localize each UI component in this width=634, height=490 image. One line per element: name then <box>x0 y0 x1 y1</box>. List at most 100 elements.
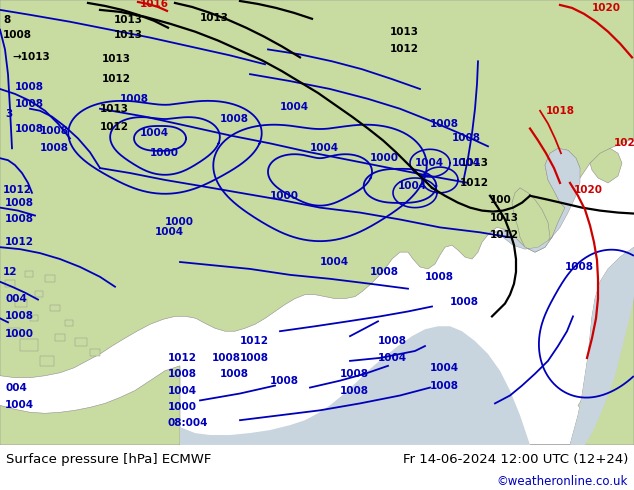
Polygon shape <box>5 280 15 287</box>
Text: 1008: 1008 <box>565 262 594 272</box>
Text: 1008: 1008 <box>340 369 369 379</box>
Polygon shape <box>35 291 43 296</box>
Text: 8: 8 <box>3 15 10 25</box>
Text: 1004: 1004 <box>378 353 407 363</box>
Text: 1004: 1004 <box>155 227 184 237</box>
Polygon shape <box>20 339 38 351</box>
Text: 1008: 1008 <box>168 369 197 379</box>
Polygon shape <box>8 328 20 336</box>
Text: 1000: 1000 <box>150 148 179 158</box>
Text: 1000: 1000 <box>165 218 194 227</box>
Text: 1018: 1018 <box>546 106 575 116</box>
Polygon shape <box>45 275 55 282</box>
Text: 1008: 1008 <box>452 133 481 144</box>
Text: 1008: 1008 <box>370 267 399 277</box>
Text: 1000: 1000 <box>270 191 299 201</box>
Text: 1004: 1004 <box>430 363 459 373</box>
Polygon shape <box>180 326 530 445</box>
Text: 1012: 1012 <box>5 237 34 247</box>
Polygon shape <box>512 188 550 252</box>
Polygon shape <box>490 148 580 252</box>
Polygon shape <box>65 320 73 326</box>
Text: 1004: 1004 <box>140 128 169 139</box>
Text: 1008: 1008 <box>378 336 407 346</box>
Text: 1008: 1008 <box>430 119 459 128</box>
Text: 1013: 1013 <box>102 54 131 64</box>
Text: 08:004: 08:004 <box>168 418 209 428</box>
Text: 1008: 1008 <box>425 272 454 282</box>
Text: 1008: 1008 <box>40 143 69 153</box>
Text: 1013: 1013 <box>114 29 143 40</box>
Text: 3: 3 <box>5 109 12 119</box>
Polygon shape <box>30 316 38 321</box>
Text: 004: 004 <box>5 383 27 392</box>
Text: 1013: 1013 <box>460 158 489 168</box>
Text: 1004: 1004 <box>310 143 339 153</box>
Polygon shape <box>55 334 65 341</box>
Text: 1004: 1004 <box>398 181 427 191</box>
Text: 1004: 1004 <box>280 102 309 112</box>
Text: 1008: 1008 <box>430 381 459 391</box>
Polygon shape <box>530 247 634 445</box>
Text: 1013: 1013 <box>114 15 143 25</box>
Text: 1012: 1012 <box>100 122 129 131</box>
Text: 1004: 1004 <box>168 386 197 395</box>
Polygon shape <box>0 0 634 378</box>
Polygon shape <box>590 148 622 183</box>
Text: 102: 102 <box>614 138 634 148</box>
Text: 1008: 1008 <box>270 376 299 386</box>
Polygon shape <box>40 356 54 366</box>
Polygon shape <box>25 271 33 277</box>
Text: 1012: 1012 <box>460 178 489 188</box>
Text: 1004: 1004 <box>415 158 444 168</box>
Text: 100: 100 <box>490 195 512 205</box>
Text: 1013: 1013 <box>200 13 229 23</box>
Text: 1013: 1013 <box>100 104 129 114</box>
Text: 1008: 1008 <box>3 29 32 40</box>
Text: 1013: 1013 <box>490 213 519 222</box>
Text: 1000: 1000 <box>370 153 399 163</box>
Text: 1012: 1012 <box>168 353 197 363</box>
Text: 1004: 1004 <box>5 400 34 410</box>
Polygon shape <box>530 247 634 445</box>
Text: 1008: 1008 <box>340 386 369 395</box>
Text: 1004: 1004 <box>452 158 481 168</box>
Text: 1008: 1008 <box>5 215 34 224</box>
Text: Surface pressure [hPa] ECMWF: Surface pressure [hPa] ECMWF <box>6 453 211 466</box>
Text: Fr 14-06-2024 12:00 UTC (12+24): Fr 14-06-2024 12:00 UTC (12+24) <box>403 453 628 466</box>
Polygon shape <box>50 304 60 312</box>
Text: 1020: 1020 <box>574 185 603 195</box>
Text: 1004: 1004 <box>320 257 349 267</box>
Text: 1008: 1008 <box>5 197 34 208</box>
Text: 1008: 1008 <box>120 94 149 104</box>
Text: 1008: 1008 <box>212 353 241 363</box>
Polygon shape <box>0 366 180 445</box>
Text: 1020: 1020 <box>592 3 621 13</box>
Text: 1008: 1008 <box>40 125 69 136</box>
Text: 1012: 1012 <box>490 230 519 240</box>
Text: 1008: 1008 <box>450 296 479 307</box>
Text: 1012: 1012 <box>3 185 32 195</box>
Text: 1000: 1000 <box>168 402 197 413</box>
Polygon shape <box>15 298 27 307</box>
Text: 1008: 1008 <box>5 311 34 321</box>
Text: 1008: 1008 <box>220 114 249 123</box>
Text: 004: 004 <box>5 294 27 304</box>
Text: 1000: 1000 <box>5 329 34 339</box>
Text: →1013: →1013 <box>12 52 49 62</box>
Text: 1008: 1008 <box>220 369 249 379</box>
Text: 12: 12 <box>3 267 18 277</box>
Text: 1012: 1012 <box>390 45 419 54</box>
Polygon shape <box>90 349 100 356</box>
Polygon shape <box>578 391 592 415</box>
Text: 1013: 1013 <box>390 26 419 37</box>
Text: 1012: 1012 <box>240 336 269 346</box>
Text: 1008: 1008 <box>240 353 269 363</box>
Polygon shape <box>545 148 580 208</box>
Text: 1008: 1008 <box>15 99 44 109</box>
Text: 1016: 1016 <box>140 0 169 9</box>
Text: 1008: 1008 <box>15 82 44 92</box>
Polygon shape <box>75 338 87 346</box>
Text: 1008: 1008 <box>15 123 44 134</box>
Text: 1012: 1012 <box>102 74 131 84</box>
